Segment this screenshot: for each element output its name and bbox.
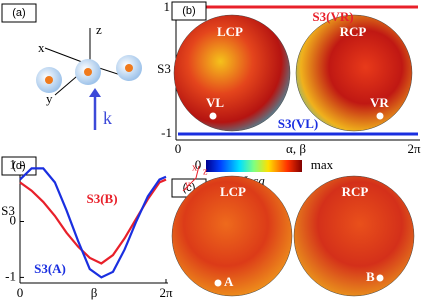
sphere-label: LCP xyxy=(220,184,246,199)
particle-core xyxy=(45,76,53,84)
particle-core xyxy=(125,64,133,72)
point-label: VL xyxy=(206,95,224,110)
x-axis-label: α, β xyxy=(286,141,306,156)
point xyxy=(376,112,384,120)
panel-label-box xyxy=(1,156,37,176)
sphere xyxy=(293,175,415,297)
y-tick-label: -1 xyxy=(5,268,16,283)
point xyxy=(214,279,222,287)
y-tick-label: 0 xyxy=(10,212,17,227)
axis-label: z xyxy=(96,22,102,37)
axis-label: y xyxy=(185,179,190,190)
k-label: k xyxy=(103,108,112,128)
sphere xyxy=(171,175,293,297)
colorbar-max: max xyxy=(311,157,334,172)
sphere xyxy=(173,14,291,132)
axis-line xyxy=(195,165,200,179)
x-tick-label: 0 xyxy=(17,285,24,300)
line-label: S3(VR) xyxy=(312,9,353,24)
axis-label: x xyxy=(38,40,45,55)
point-label: B xyxy=(366,269,375,284)
y-axis-label: S3 xyxy=(157,61,171,76)
k-arrow-head xyxy=(89,88,101,97)
colorbar-min: 0 xyxy=(195,157,202,172)
legend-label: S3(B) xyxy=(86,191,117,206)
axis-line xyxy=(182,177,197,192)
series-line xyxy=(19,167,167,279)
panel-label-box xyxy=(171,1,207,21)
point xyxy=(376,274,384,282)
point xyxy=(209,112,217,120)
panel-label-box xyxy=(1,3,37,23)
sphere-label: RCP xyxy=(340,24,367,39)
colorbar xyxy=(206,160,302,172)
axis-label: x xyxy=(192,162,197,173)
x-axis-label: β xyxy=(91,285,98,300)
panel-c: 0 max Isca (c) x y z LCP RCP A B xyxy=(171,157,415,297)
x-tick-label: 2π xyxy=(407,141,421,156)
particle-core xyxy=(84,68,92,76)
point-label: VR xyxy=(370,95,389,110)
y-tick-label: -1 xyxy=(161,125,172,140)
y-tick-label: 1 xyxy=(10,157,17,172)
sphere-label: LCP xyxy=(217,24,243,39)
panel-a: (a) z x y k xyxy=(1,3,142,130)
panel-label: (a) xyxy=(12,7,25,19)
y-tick-label: 1 xyxy=(164,0,171,14)
point-label: A xyxy=(224,274,234,289)
line-label: S3(VL) xyxy=(278,116,318,131)
x-tick-label: 0 xyxy=(175,141,182,156)
x-tick-label: 2π xyxy=(159,285,173,300)
legend-label: S3(A) xyxy=(34,261,66,276)
panel-label: (d) xyxy=(12,160,25,172)
panel-b: (b) S3 1 -1 0 α, β 2π LCP RCP S3(VR) S3(… xyxy=(157,0,421,156)
axis-label: z xyxy=(203,166,208,177)
sphere xyxy=(295,14,413,132)
sphere-label: RCP xyxy=(342,184,369,199)
y-axis-label: S3 xyxy=(1,203,15,218)
panel-label: (b) xyxy=(182,5,195,17)
axis-label: y xyxy=(46,91,53,106)
